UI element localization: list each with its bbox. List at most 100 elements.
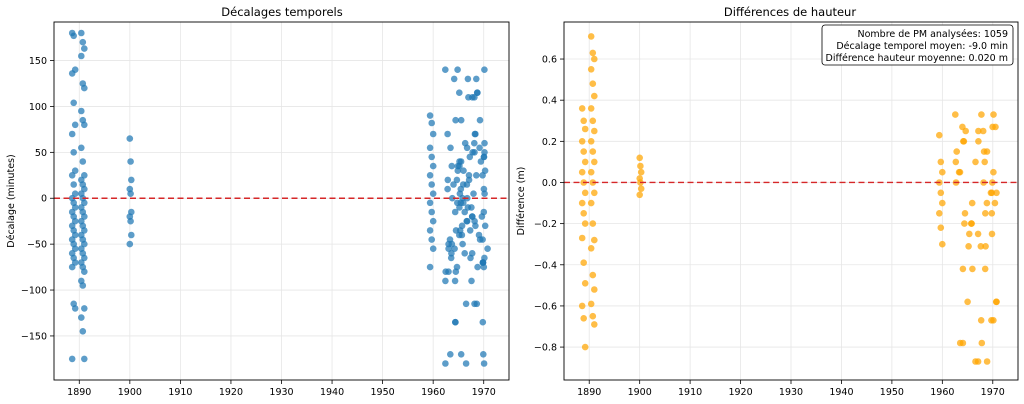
data-point: [937, 224, 945, 231]
data-point: [578, 168, 586, 176]
data-point: [468, 204, 475, 211]
data-point: [992, 123, 999, 131]
x-tick-label: 1900: [628, 387, 652, 398]
data-point: [445, 268, 452, 276]
x-tick-label: 1930: [269, 387, 293, 398]
y-tick-label: −0.2: [534, 219, 557, 230]
data-point: [587, 105, 595, 112]
data-point: [429, 217, 437, 225]
data-point: [78, 144, 85, 152]
data-point: [426, 172, 434, 179]
data-point: [458, 231, 466, 239]
data-point: [477, 158, 485, 165]
data-point: [460, 199, 467, 207]
data-point: [990, 111, 997, 118]
stats-annotation-box: Nombre de PM analysées: 1059 Décalage te…: [821, 24, 1014, 66]
data-point: [128, 176, 135, 184]
chart-title: Différences de hauteur: [724, 5, 856, 19]
data-point: [960, 138, 967, 145]
data-point: [126, 135, 134, 142]
data-point: [966, 230, 973, 238]
data-point: [977, 317, 985, 324]
data-point: [463, 144, 471, 152]
x-tick-label: 1950: [880, 387, 904, 398]
data-point: [479, 318, 487, 326]
data-point: [451, 245, 458, 252]
data-point: [972, 158, 979, 166]
data-point: [587, 245, 595, 252]
data-point: [456, 89, 463, 96]
data-point: [473, 75, 480, 83]
data-point: [128, 231, 135, 239]
panel-time-offsets: Décalages temporels Décalage (minutes) 1…: [6, 5, 510, 398]
data-point: [969, 265, 976, 273]
data-point: [968, 199, 976, 207]
data-point: [589, 148, 597, 155]
annotation-line: Différence hauteur moyenne: 0.020 m: [826, 53, 1009, 64]
data-point: [70, 99, 77, 107]
data-point: [953, 148, 960, 155]
data-point: [126, 240, 134, 248]
data-point: [959, 265, 967, 273]
x-tick-label: 1920: [728, 387, 752, 398]
y-tick-label: −0.4: [534, 260, 557, 271]
data-point: [454, 162, 462, 170]
x-tick-label: 1930: [779, 387, 803, 398]
data-point: [429, 162, 437, 170]
data-point: [580, 210, 587, 217]
data-point: [978, 111, 985, 118]
data-point: [937, 158, 945, 166]
data-point: [968, 220, 975, 227]
data-point: [68, 172, 76, 179]
data-point: [79, 328, 87, 335]
data-point: [982, 243, 989, 250]
y-tick-label: −50: [27, 240, 47, 251]
x-tick-label: 1920: [219, 387, 243, 398]
x-tick-label: 1900: [118, 387, 142, 398]
y-axis-label: Différence (m): [516, 167, 527, 236]
panel-height-differences: Différences de hauteur Différence (m) 18…: [516, 5, 1019, 398]
data-point: [636, 191, 643, 199]
x-tick-label: 1890: [67, 387, 91, 398]
data-point: [587, 33, 595, 40]
data-point: [426, 144, 434, 152]
data-point: [982, 210, 989, 217]
data-point: [127, 217, 134, 225]
x-tick-label: 1970: [472, 387, 496, 398]
data-point: [68, 70, 76, 77]
data-point: [591, 321, 598, 328]
data-point: [637, 168, 645, 176]
data-point: [81, 121, 88, 129]
annotation-line: Nombre de PM analysées: 1059: [857, 29, 1008, 40]
data-point: [979, 127, 987, 135]
data-point: [442, 360, 449, 367]
data-point: [476, 144, 483, 152]
data-point: [71, 305, 79, 312]
data-point: [636, 154, 643, 162]
data-point: [581, 343, 589, 351]
data-point: [456, 204, 463, 211]
data-point: [81, 355, 88, 363]
data-point: [471, 130, 479, 138]
data-point: [464, 75, 472, 83]
data-point: [426, 263, 434, 271]
data-point: [78, 107, 85, 115]
data-point: [981, 265, 989, 273]
data-point: [578, 199, 586, 207]
data-point: [465, 172, 473, 179]
data-point: [473, 172, 480, 179]
data-point: [578, 234, 586, 242]
y-tick-label: −0.8: [534, 343, 557, 354]
data-point: [587, 168, 595, 176]
data-point: [988, 210, 996, 217]
data-point: [468, 277, 475, 285]
data-point: [591, 55, 598, 63]
data-point: [962, 127, 969, 135]
y-tick-label: 0.4: [542, 96, 557, 107]
y-tick-label: −150: [21, 331, 47, 342]
data-point: [452, 116, 459, 124]
data-point: [589, 271, 597, 279]
data-point: [428, 153, 436, 161]
y-tick-label: 0.6: [542, 55, 557, 66]
